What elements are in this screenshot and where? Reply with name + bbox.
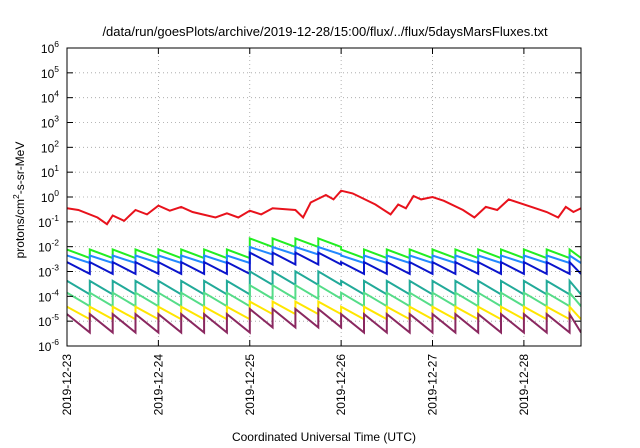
x-tick-labels: 2019-12-23 2019-12-24 2019-12-25 2019-12-26… [60,354,531,416]
y-tick-label: 101 [41,163,59,180]
x-tick-label: 2019-12-27 [426,354,440,416]
x-axis-label: Coordinated Universal Time (UTC) [232,430,416,444]
y-tick-label: 104 [41,89,59,106]
y-tick-label: 10-3 [38,263,59,280]
x-tick-label: 2019-12-25 [243,354,257,416]
y-tick-label: 102 [41,138,59,155]
y-tick-label: 10-4 [38,287,59,304]
y-tick-label: 10-5 [38,312,59,329]
plot-frame [66,47,582,347]
series-line-8 [67,306,581,335]
x-tick-label: 2019-12-26 [334,354,348,416]
series-line-6 [67,283,581,308]
series-line-1 [67,189,581,226]
x-tick-label: 2019-12-23 [60,354,74,416]
y-tick-label: 103 [41,114,59,131]
x-tick-label: 2019-12-24 [151,354,165,416]
y-tick-labels: 10-6 10-5 10-4 10-3 10-2 10-1 100 101 102 103 104 1… [38,39,59,354]
y-axis-label: protons/cm2-s-sr-MeV [11,142,27,259]
plot-border [66,47,582,347]
series-line-5 [67,269,581,297]
series-group [67,189,581,335]
series-line-3 [67,245,581,265]
y-tick-label: 100 [41,188,59,205]
series-line-4 [67,250,581,276]
y-tick-label: 10-6 [38,337,59,354]
y-tick-label: 105 [41,64,59,81]
chart-title: /data/run/goesPlots/archive/2019-12-28/1… [102,24,548,39]
series-line-2 [67,236,581,260]
y-tick-label: 10-2 [38,238,59,255]
y-tick-label: 106 [41,39,59,56]
y-tick-label: 10-1 [38,213,59,230]
x-tick-label: 2019-12-28 [517,354,531,416]
